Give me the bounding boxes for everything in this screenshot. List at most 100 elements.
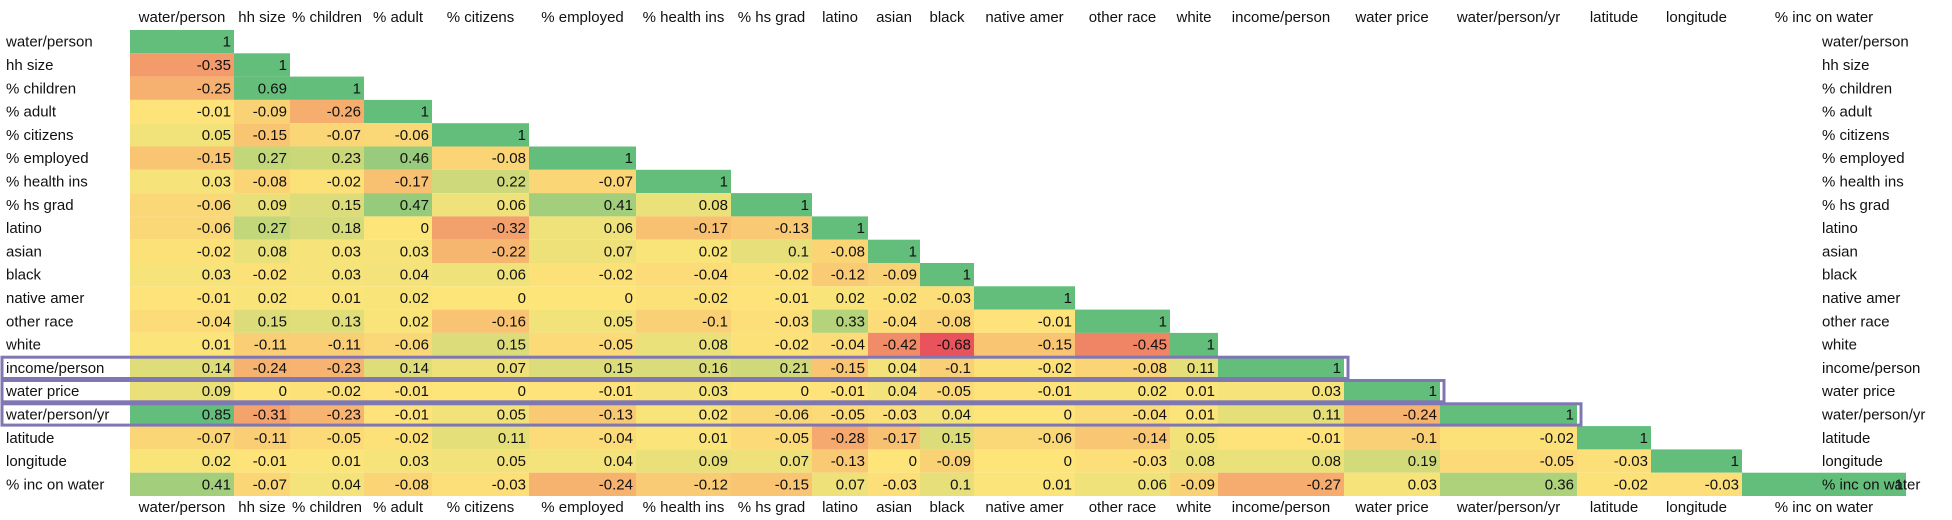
column-label-black: black <box>929 9 965 26</box>
column-label-income-person: income/person <box>1232 9 1330 26</box>
heatmap-cell <box>1075 309 1170 333</box>
heatmap-cell <box>290 309 364 333</box>
heatmap-cell <box>812 472 868 496</box>
column-label-other-race: other race <box>1089 9 1157 26</box>
cell-value: 0.27 <box>258 220 287 237</box>
heatmap-cell <box>130 402 234 427</box>
cell-value: -0.1 <box>702 313 728 330</box>
heatmap-cell <box>432 193 529 217</box>
cell-value: -0.03 <box>492 476 526 493</box>
heatmap-cell <box>1218 472 1344 496</box>
cell-value: 0.03 <box>202 267 231 284</box>
cell-value: -0.23 <box>327 406 361 423</box>
column-label-water-person-yr: water/person/yr <box>1456 9 1560 26</box>
cell-value: -0.01 <box>197 104 231 121</box>
cell-value: 0.23 <box>332 150 361 167</box>
cell-value: 0.08 <box>699 337 728 354</box>
cell-value: 0.06 <box>497 267 526 284</box>
heatmap-cell <box>432 356 529 380</box>
cell-value: -0.13 <box>775 220 809 237</box>
cell-value: -0.1 <box>945 360 971 377</box>
cell-value: -0.06 <box>395 127 429 144</box>
column-label-bottom-pct-citizens: % citizens <box>447 499 515 516</box>
heatmap-cell <box>290 356 364 380</box>
heatmap-cell <box>920 356 974 380</box>
heatmap-cell <box>636 286 731 310</box>
cell-value: -0.05 <box>599 337 633 354</box>
cell-value: 0.33 <box>836 313 865 330</box>
heatmap-cell <box>290 193 364 217</box>
heatmap-cell <box>234 402 290 427</box>
row-label-right-pct-citizens: % citizens <box>1822 127 1890 144</box>
heatmap-cell <box>1651 449 1742 473</box>
heatmap-cell <box>130 379 234 403</box>
row-label-pct-inc-on-water: % inc on water <box>6 476 104 493</box>
cell-value: -0.15 <box>197 150 231 167</box>
heatmap-cell <box>974 332 1075 357</box>
heatmap-cell <box>290 286 364 310</box>
cell-value: -0.31 <box>253 406 287 423</box>
heatmap-cell <box>130 53 234 77</box>
column-labels-bottom: water/person hh size % children % adult % ci… <box>138 499 1874 516</box>
column-label-bottom-latitude: latitude <box>1590 499 1638 516</box>
cell-value: -0.17 <box>694 220 728 237</box>
cell-value: -0.16 <box>492 313 526 330</box>
heatmap-cell <box>290 426 364 450</box>
row-label-right-pct-hs-grad: % hs grad <box>1822 197 1890 214</box>
row-label-pct-health-ins: % health ins <box>6 173 88 190</box>
cell-value: -0.09 <box>883 267 917 284</box>
heatmap-cell <box>432 332 529 357</box>
cell-value: -0.03 <box>1614 453 1648 470</box>
heatmap-cell <box>974 426 1075 450</box>
column-label-pct-health-ins: % health ins <box>643 9 725 26</box>
cell-value: 0.05 <box>497 453 526 470</box>
cell-value: 0.06 <box>497 197 526 214</box>
cell-value: 0.22 <box>497 173 526 190</box>
cell-value: -0.25 <box>197 80 231 97</box>
heatmap-cell <box>636 309 731 333</box>
heatmap-cell <box>529 146 636 170</box>
heatmap-cell <box>234 146 290 170</box>
cell-value: -0.15 <box>831 360 865 377</box>
heatmap-cell <box>364 216 432 240</box>
cell-value: -0.04 <box>694 267 728 284</box>
cell-value: 0 <box>518 383 526 400</box>
row-labels-right: water/person hh size % children % adult % ci… <box>1821 34 1925 494</box>
heatmap-cell <box>920 286 974 310</box>
cell-value: 0.05 <box>202 127 231 144</box>
cell-value: -0.02 <box>395 430 429 447</box>
heatmap-cell <box>432 146 529 170</box>
cell-value: 0.04 <box>942 406 971 423</box>
column-label-bottom-income-person: income/person <box>1232 499 1330 516</box>
row-label-hh-size: hh size <box>6 57 54 74</box>
cell-value: 0 <box>1064 406 1072 423</box>
row-label-asian: asian <box>6 243 42 260</box>
heatmap-cell <box>1218 426 1344 450</box>
heatmap-cell <box>130 169 234 194</box>
cell-value: -0.07 <box>327 127 361 144</box>
heatmap-cell <box>731 379 812 403</box>
heatmap-cell <box>290 146 364 170</box>
column-label-pct-employed: % employed <box>541 9 624 26</box>
heatmap-cell <box>1440 402 1577 427</box>
heatmap-cell <box>364 309 432 333</box>
cell-value: 0.69 <box>258 80 287 97</box>
column-label-bottom-pct-health-ins: % health ins <box>643 499 725 516</box>
row-label-right-pct-adult: % adult <box>1822 104 1873 121</box>
heatmap-cell <box>130 146 234 170</box>
column-label-water-person: water/person <box>138 9 226 26</box>
column-label-bottom-latino: latino <box>822 499 858 516</box>
column-label-bottom-asian: asian <box>876 499 912 516</box>
heatmap-cell <box>868 379 920 403</box>
cell-value: -0.13 <box>599 406 633 423</box>
cell-value: -0.01 <box>599 383 633 400</box>
heatmap-cell <box>290 239 364 263</box>
heatmap-cell <box>920 379 974 403</box>
cell-value: -0.15 <box>253 127 287 144</box>
column-label-asian: asian <box>876 9 912 26</box>
heatmap-cell <box>636 239 731 263</box>
cell-value: 0.08 <box>699 197 728 214</box>
heatmap-cell <box>130 286 234 310</box>
heatmap-cell <box>636 216 731 240</box>
cell-value: -0.11 <box>254 337 287 354</box>
